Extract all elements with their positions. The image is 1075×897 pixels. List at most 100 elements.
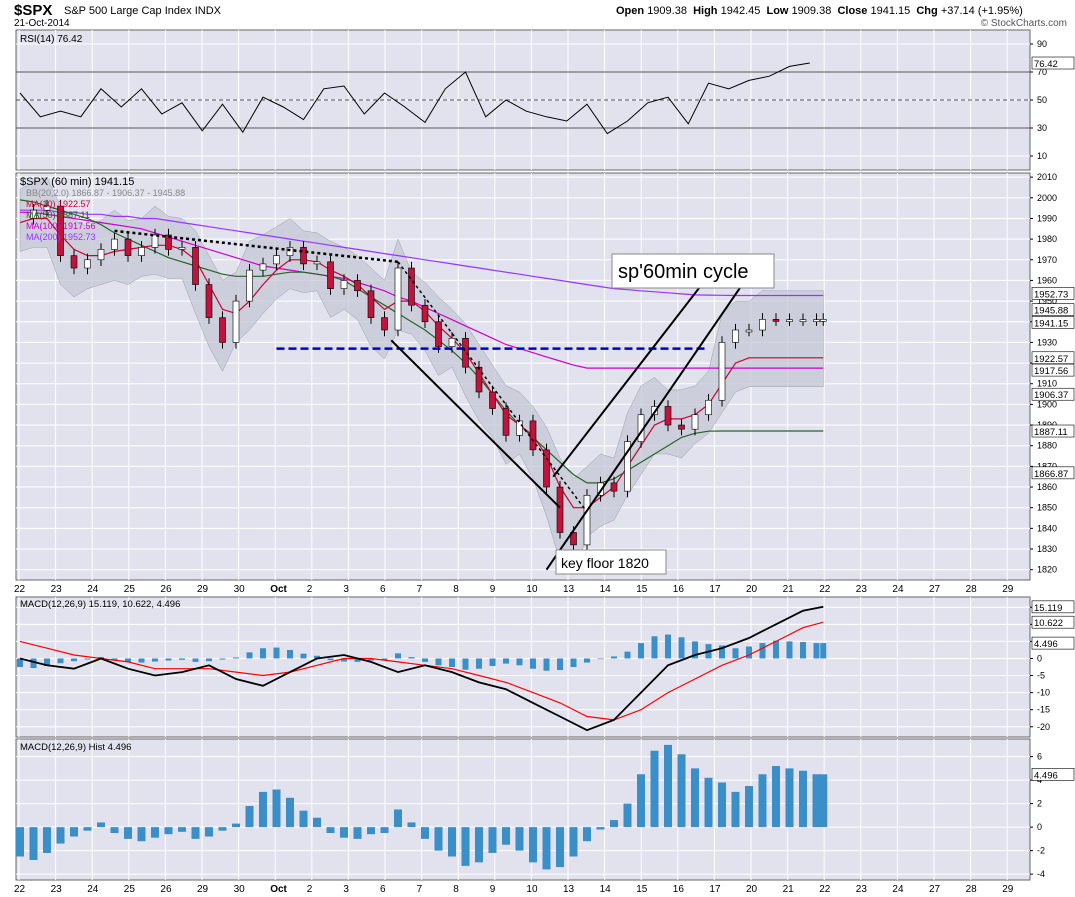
macd-hist-bar xyxy=(44,658,50,666)
bottom-x-axis-label: 24 xyxy=(87,884,99,895)
hist-bar xyxy=(718,782,726,828)
macd-hist-bar xyxy=(449,658,455,667)
macd-hist-bar xyxy=(233,657,239,659)
macd-hist-bar xyxy=(462,658,469,670)
candle-up xyxy=(259,263,267,271)
bottom-x-axis-label: 24 xyxy=(892,884,904,895)
hist-bar xyxy=(529,827,537,863)
hist-bar xyxy=(758,774,767,828)
hist-bar xyxy=(367,827,375,835)
candle-down xyxy=(327,261,334,289)
macd-hist-bar xyxy=(381,658,388,661)
hist-legend: MACD(12,26,9) Hist 4.496 xyxy=(20,742,131,753)
open-label: Open xyxy=(616,5,645,17)
macd-hist-bar xyxy=(665,634,671,659)
x-axis-label: 23 xyxy=(856,584,868,595)
hist-bar xyxy=(286,797,294,828)
macd-value-tag: 15.119 xyxy=(1034,603,1062,614)
macd-hist-bar xyxy=(489,658,496,666)
bottom-x-axis-label: 16 xyxy=(673,884,685,895)
hist-bar xyxy=(43,827,51,853)
macd-hist-bar xyxy=(543,658,550,671)
bottom-x-axis-label: 2 xyxy=(307,884,313,895)
macd-hist-bar xyxy=(584,658,590,663)
x-axis-label: 10 xyxy=(526,584,538,595)
candle-up xyxy=(84,259,91,269)
macd-hist-bar xyxy=(192,658,199,662)
hist-ytick-label: 6 xyxy=(1037,752,1042,762)
hist-bar xyxy=(205,827,213,837)
hist-bar xyxy=(164,827,173,835)
price-ytick-label: 1930 xyxy=(1037,337,1057,347)
macd-value-tag: 4.496 xyxy=(1034,639,1058,650)
channel-line-rising xyxy=(545,283,744,571)
macd-hist-bar xyxy=(435,658,442,666)
candle-down xyxy=(570,532,577,546)
price-ytick-label: 1860 xyxy=(1037,482,1057,492)
hist-bar xyxy=(151,827,159,838)
bottom-x-axis-label: 8 xyxy=(453,884,459,895)
rsi-legend: RSI(14) 76.42 xyxy=(20,34,83,45)
macd-ytick-label: -15 xyxy=(1037,705,1050,715)
price-ytick-label: 1960 xyxy=(1037,275,1057,285)
bottom-x-axis-label: 29 xyxy=(1002,884,1014,895)
macd-value-tag: 10.622 xyxy=(1034,618,1063,629)
x-axis-label: 29 xyxy=(197,584,209,595)
candle-up xyxy=(448,337,456,347)
macd-legend: MACD(12,26,9) 15.119, 10.622, 4.496 xyxy=(20,599,180,610)
hist-bar xyxy=(650,750,659,828)
macd-hist-bar xyxy=(503,658,509,664)
bottom-x-axis-label: 26 xyxy=(160,884,172,895)
hist-bar xyxy=(110,827,119,833)
macd-hist-bar xyxy=(273,647,280,659)
x-axis-label: 21 xyxy=(783,584,795,595)
bottom-x-axis-label: 22 xyxy=(14,884,26,895)
price-legend-item: MA(50) 1887.11 xyxy=(26,210,90,220)
price-legend-item: MA(100) 1917.56 xyxy=(26,221,96,231)
macd-ytick-label: 0 xyxy=(1037,653,1042,663)
bottom-x-axis-label: 6 xyxy=(380,884,386,895)
candle-down xyxy=(772,319,780,322)
bottom-x-axis-label: 14 xyxy=(600,884,612,895)
price-legend-item: MA(10) 1922.57 xyxy=(26,199,91,209)
macd-hist-bar xyxy=(732,648,739,659)
price-ytick-label: 1970 xyxy=(1037,255,1057,265)
candle-up xyxy=(43,205,51,211)
rsi-value-tag-box xyxy=(1031,56,1075,70)
x-axis-label: 20 xyxy=(746,584,758,595)
candle-up xyxy=(138,247,145,256)
x-axis-label: 30 xyxy=(234,584,246,595)
bottom-x-axis-label: 21 xyxy=(783,884,795,895)
candle-up xyxy=(745,329,753,333)
macd-hist-bar xyxy=(516,658,523,666)
hist-bar xyxy=(569,827,578,857)
candle-down xyxy=(489,391,496,409)
macd-hist-bar xyxy=(219,658,226,660)
candle-down xyxy=(421,304,429,323)
macd-hist-bar xyxy=(746,646,752,659)
hist-bar xyxy=(677,754,686,828)
bottom-x-axis-label: 15 xyxy=(636,884,648,895)
price-value-tag-box xyxy=(1031,316,1075,329)
macd-hist-bar xyxy=(17,658,23,667)
macd-hist-bar xyxy=(57,658,64,664)
x-axis-label: 17 xyxy=(709,584,721,595)
candle-up xyxy=(111,238,118,250)
hist-bar xyxy=(772,766,780,828)
candle-up xyxy=(340,280,348,289)
candle-up xyxy=(394,267,402,331)
x-axis-label: 28 xyxy=(966,584,978,595)
high-value: 1942.45 xyxy=(720,5,761,17)
rsi-ytick-label: 10 xyxy=(1037,151,1047,161)
price-value-tag: 1922.57 xyxy=(1034,354,1068,365)
price-ytick-label: 1900 xyxy=(1037,399,1057,409)
price-value-tag: 1945.88 xyxy=(1034,306,1068,317)
price-value-tag: 1906.37 xyxy=(1034,390,1068,401)
candle-up xyxy=(597,482,604,496)
x-axis-label: 9 xyxy=(490,584,496,595)
hist-bar xyxy=(299,810,308,828)
macd-hist-bar xyxy=(354,658,361,662)
candle-down xyxy=(219,317,226,343)
hist-bar xyxy=(434,827,443,851)
